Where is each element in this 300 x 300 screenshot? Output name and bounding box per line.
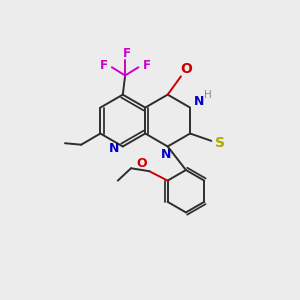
Text: N: N bbox=[161, 148, 171, 161]
Text: H: H bbox=[204, 90, 212, 100]
Text: S: S bbox=[214, 136, 225, 150]
Text: N: N bbox=[194, 94, 204, 108]
Text: O: O bbox=[180, 62, 192, 76]
Text: F: F bbox=[100, 59, 108, 72]
Text: O: O bbox=[136, 157, 147, 170]
Text: N: N bbox=[110, 142, 120, 155]
Text: F: F bbox=[142, 59, 151, 72]
Text: F: F bbox=[123, 47, 130, 60]
